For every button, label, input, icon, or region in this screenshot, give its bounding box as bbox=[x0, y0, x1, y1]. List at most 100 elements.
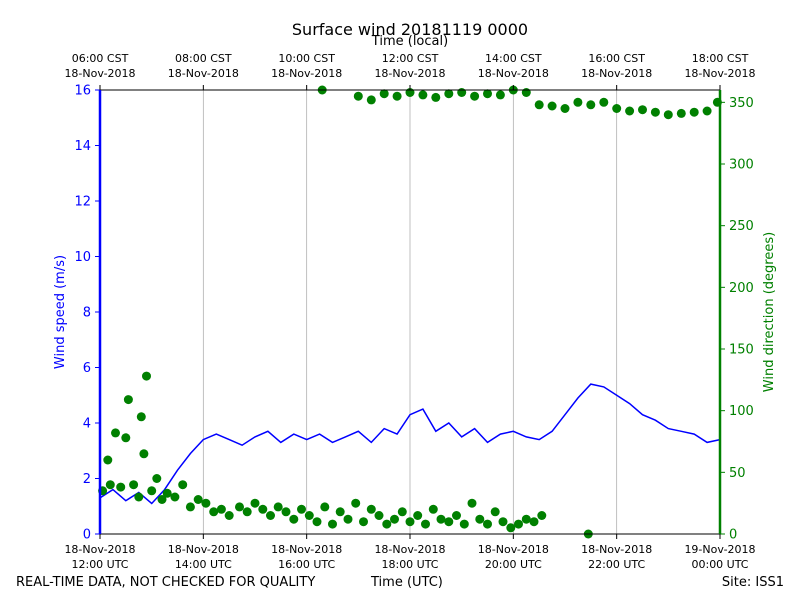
bottom-tick-time: 14:00 UTC bbox=[175, 558, 232, 571]
wind-direction-point bbox=[470, 91, 480, 101]
left-tick-label: 4 bbox=[83, 417, 91, 432]
wind-direction-point bbox=[103, 455, 113, 465]
wind-direction-point bbox=[209, 507, 219, 517]
wind-direction-point bbox=[514, 519, 523, 529]
top-tick-date: 18-Nov-2018 bbox=[374, 67, 445, 80]
wind-direction-point bbox=[250, 498, 260, 508]
wind-direction-point bbox=[529, 517, 539, 527]
wind-direction-point bbox=[506, 523, 516, 533]
wind-direction-point bbox=[521, 88, 531, 97]
top-tick-time: 06:00 CST bbox=[72, 52, 129, 65]
wind-direction-point bbox=[495, 90, 505, 100]
wind-direction-point bbox=[289, 514, 299, 524]
wind-direction-point bbox=[444, 89, 454, 99]
top-tick-time: 18:00 CST bbox=[692, 52, 749, 65]
left-tick-label: 14 bbox=[74, 139, 91, 154]
left-tick-label: 6 bbox=[83, 361, 91, 376]
wind-direction-point bbox=[134, 492, 144, 502]
bottom-tick-time: 22:00 UTC bbox=[588, 558, 645, 571]
wind-direction-point bbox=[374, 511, 384, 520]
bottom-tick-date: 18-Nov-2018 bbox=[271, 543, 342, 556]
bottom-tick-time: 12:00 UTC bbox=[71, 558, 128, 571]
left-tick-label: 0 bbox=[83, 528, 91, 543]
wind-direction-point bbox=[483, 89, 492, 99]
wind-direction-point bbox=[201, 498, 211, 508]
top-tick-time: 10:00 CST bbox=[278, 52, 335, 65]
wind-direction-point bbox=[111, 428, 120, 438]
wind-direction-point bbox=[304, 511, 314, 520]
wind-direction-point bbox=[560, 104, 570, 113]
wind-direction-point bbox=[351, 498, 361, 508]
wind-direction-point bbox=[537, 511, 547, 520]
right-tick-label: 100 bbox=[729, 404, 754, 419]
wind-direction-point bbox=[650, 107, 660, 117]
top-tick-date: 18-Nov-2018 bbox=[581, 67, 652, 80]
bottom-tick-date: 18-Nov-2018 bbox=[168, 543, 239, 556]
wind-direction-point bbox=[366, 504, 376, 514]
wind-direction-point bbox=[359, 517, 368, 527]
wind-direction-point bbox=[625, 106, 635, 116]
wind-direction-point bbox=[638, 105, 647, 115]
top-tick-time: 08:00 CST bbox=[175, 52, 232, 65]
chart-title: Surface wind 20181119 0000 bbox=[291, 20, 529, 39]
wind-direction-point bbox=[224, 511, 234, 520]
bottom-tick-date: 18-Nov-2018 bbox=[64, 543, 135, 556]
wind-direction-point bbox=[413, 511, 423, 520]
wind-direction-point bbox=[483, 519, 492, 529]
bottom-tick-date: 19-Nov-2018 bbox=[684, 543, 755, 556]
wind-direction-point bbox=[157, 495, 167, 504]
wind-direction-point bbox=[573, 97, 583, 107]
wind-direction-point bbox=[366, 95, 376, 105]
wind-direction-point bbox=[405, 517, 415, 527]
bottom-tick-date: 18-Nov-2018 bbox=[581, 543, 652, 556]
wind-direction-point bbox=[162, 488, 172, 498]
top-tick-time: 14:00 CST bbox=[485, 52, 542, 65]
wind-direction-point bbox=[702, 106, 712, 116]
wind-direction-point bbox=[281, 507, 291, 517]
wind-direction-point bbox=[235, 502, 244, 512]
right-axis-label: Wind direction (degrees) bbox=[762, 232, 777, 392]
wind-direction-point bbox=[534, 100, 544, 110]
wind-direction-point bbox=[379, 89, 389, 99]
wind-direction-point bbox=[312, 517, 322, 527]
wind-direction-point bbox=[116, 482, 126, 492]
wind-direction-point bbox=[266, 511, 275, 520]
top-tick-time: 12:00 CST bbox=[382, 52, 439, 65]
wind-direction-point bbox=[428, 504, 438, 514]
wind-direction-point bbox=[123, 395, 133, 405]
right-tick-label: 350 bbox=[729, 96, 754, 111]
wind-direction-point bbox=[147, 486, 157, 496]
wind-direction-point bbox=[343, 514, 353, 524]
left-tick-label: 2 bbox=[83, 472, 91, 487]
right-tick-label: 50 bbox=[729, 466, 746, 481]
wind-direction-point bbox=[436, 514, 446, 524]
wind-direction-point bbox=[676, 108, 686, 118]
wind-direction-point bbox=[258, 504, 268, 514]
wind-direction-point bbox=[273, 502, 283, 512]
wind-direction-point bbox=[136, 412, 146, 422]
right-tick-label: 250 bbox=[729, 219, 754, 234]
right-tick-label: 200 bbox=[729, 281, 754, 296]
left-tick-label: 10 bbox=[74, 250, 91, 265]
wind-direction-point bbox=[328, 519, 337, 529]
wind-direction-point bbox=[216, 504, 226, 514]
left-tick-label: 8 bbox=[83, 306, 91, 321]
top-tick-date: 18-Nov-2018 bbox=[478, 67, 549, 80]
wind-direction-point bbox=[170, 492, 180, 502]
wind-direction-point bbox=[178, 480, 188, 490]
top-tick-date: 18-Nov-2018 bbox=[684, 67, 755, 80]
quality-disclaimer: REAL-TIME DATA, NOT CHECKED FOR QUALITY bbox=[16, 575, 316, 590]
wind-direction-point bbox=[689, 107, 699, 117]
wind-direction-point bbox=[459, 519, 469, 529]
wind-direction-point bbox=[418, 90, 428, 100]
bottom-axis-label: Time (UTC) bbox=[371, 575, 443, 590]
wind-direction-point bbox=[185, 502, 195, 512]
wind-direction-point bbox=[457, 88, 467, 97]
wind-direction-point bbox=[320, 502, 330, 512]
wind-direction-point bbox=[421, 519, 430, 529]
left-tick-label: 12 bbox=[74, 195, 91, 210]
wind-direction-point bbox=[121, 433, 131, 443]
wind-direction-point bbox=[475, 514, 485, 524]
wind-direction-point bbox=[612, 104, 622, 113]
